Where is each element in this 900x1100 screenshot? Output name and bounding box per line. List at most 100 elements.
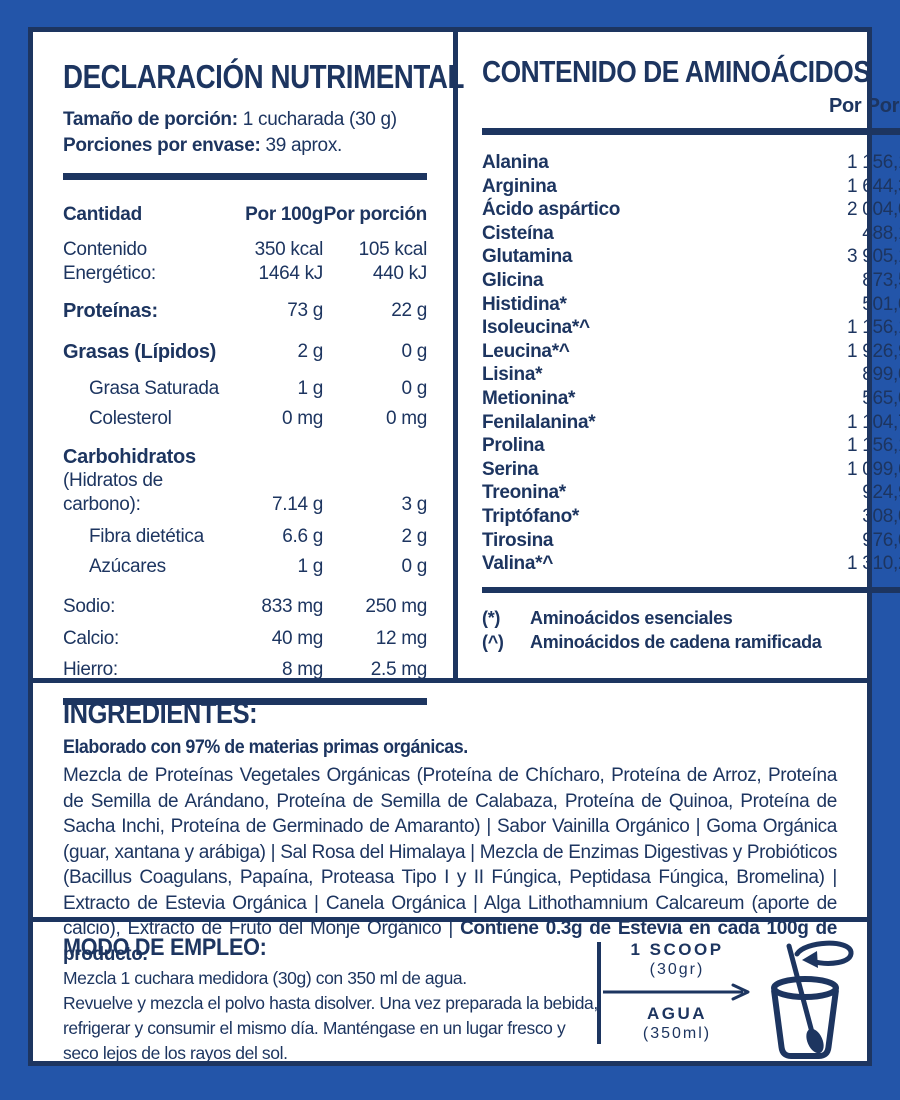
nutrient-label: Carbohidratos (Hidratos de carbono):	[63, 445, 231, 517]
amino-panel: CONTENIDO DE AMINOÁCIDOS Por Porción Ala…	[458, 32, 900, 678]
water-label: AGUA	[646, 1004, 708, 1023]
amino-row: Valina*^ 1 310,2 mg	[482, 552, 900, 576]
amino-value: 1 099,6 mg	[846, 458, 900, 480]
amino-name: Fenilalanina*	[482, 411, 596, 433]
amino-row: Metionina* 565,0 mg	[482, 387, 900, 411]
label-sheet: DECLARACIÓN NUTRIMENTAL Tamaño de porció…	[28, 27, 900, 1066]
divider-bar	[482, 128, 900, 135]
usage-divider	[597, 942, 601, 1044]
col-amount: Cantidad	[63, 204, 142, 225]
amino-footnote: (^) Aminoácidos de cadena ramificada	[482, 630, 900, 654]
amino-name: Lisina*	[482, 364, 543, 386]
amino-row: Glicina 873,5 mg	[482, 269, 900, 293]
amino-value: 924,9 mg	[862, 482, 900, 504]
footnote-mark: (^)	[482, 631, 504, 652]
value-per-portion: 3 g	[401, 494, 427, 515]
value-per-portion: 22 g	[391, 300, 427, 321]
value-per-100g: 40 mg	[271, 628, 324, 649]
servings-value: 39 aprox.	[260, 135, 342, 156]
amino-row: Glutamina 3 905,1 mg	[482, 245, 900, 269]
right-arrow-icon	[603, 983, 750, 1001]
horizontal-divider	[33, 678, 867, 683]
water-amount: (350ml)	[642, 1025, 712, 1042]
value-per-100g: 350 kcal 1464 kJ	[254, 239, 324, 284]
ingredients-stevia-note: Contiene 0.3g de Estevia en cada 100g de…	[63, 918, 837, 965]
value-per-100g: 833 mg	[261, 596, 323, 617]
col-per100: Por 100g	[245, 204, 323, 225]
amino-row: Arginina 1 644,3 mg	[482, 175, 900, 199]
value-per-portion: 2.5 mg	[370, 659, 428, 680]
divider-bar	[482, 586, 900, 593]
amino-value: 1 310,2 mg	[846, 553, 900, 575]
amino-name: Isoleucina*^	[482, 317, 590, 339]
value-per-100g: 8 mg	[281, 659, 323, 680]
nutrition-panel: DECLARACIÓN NUTRIMENTAL Tamaño de porció…	[33, 32, 464, 705]
amino-value: 873,5 mg	[862, 269, 900, 291]
footnote-text: Aminoácidos de cadena ramificada	[530, 631, 822, 652]
footnote-text: Aminoácidos esenciales	[530, 607, 733, 628]
nutrient-label: Colesterol	[89, 408, 172, 429]
amino-footnote: (*) Aminoácidos esenciales	[482, 606, 900, 630]
amino-name: Histidina*	[482, 293, 567, 315]
nutrition-row: Grasas (Lípidos) 2 g 0 g	[63, 340, 427, 364]
value-per-portion: 250 mg	[365, 596, 427, 617]
vertical-divider	[453, 32, 458, 678]
amino-name: Triptófano*	[482, 505, 579, 527]
scoop-label: 1 SCOOP	[630, 940, 724, 959]
nutrient-label: Sodio:	[63, 596, 116, 617]
nutrient-label: Calcio:	[63, 628, 119, 649]
value-per-portion: 0 g	[401, 556, 427, 577]
nutrient-label: Hierro:	[63, 659, 118, 680]
amino-value: 488,1 mg	[862, 222, 900, 244]
nutrition-row: Proteínas: 73 g 22 g	[63, 299, 427, 323]
value-per-portion: 0 g	[401, 341, 427, 362]
amino-row: Tirosina 976,0 mg	[482, 529, 900, 553]
amino-name: Valina*^	[482, 553, 554, 575]
amino-name: Leucina*^	[482, 340, 570, 362]
amino-row: Histidina* 501,0 mg	[482, 293, 900, 317]
amino-value: 1 104,7 mg	[846, 411, 900, 433]
ingredients-title: INGREDIENTES:	[63, 697, 258, 730]
amino-name: Glutamina	[482, 246, 573, 268]
amino-row: Alanina 1 156,1 mg	[482, 151, 900, 175]
amino-row: Prolina 1 156,1 mg	[482, 434, 900, 458]
amino-row: Triptófano* 308,0 mg	[482, 505, 900, 529]
value-per-100g: 2 g	[297, 341, 323, 362]
nutrition-title: DECLARACIÓN NUTRIMENTAL	[63, 58, 464, 95]
ingredients-body: Mezcla de Proteínas Vegetales Orgánicas …	[63, 763, 837, 967]
amino-name: Arginina	[482, 175, 557, 197]
amino-name: Glicina	[482, 269, 544, 291]
value-per-portion: 2 g	[401, 526, 427, 547]
amino-row: Leucina*^ 1 926,9 mg	[482, 340, 900, 364]
servings-per-container-line: Porciones por envase: 39 aprox.	[63, 134, 427, 158]
nutrient-label: Fibra dietética	[89, 526, 204, 547]
amino-row: Isoleucina*^ 1 156,1 mg	[482, 316, 900, 340]
amino-row: Serina 1 099,6 mg	[482, 458, 900, 482]
horizontal-divider	[33, 917, 867, 922]
nutrient-label: Contenido Energético:	[63, 239, 156, 284]
nutrient-label: Azúcares	[89, 556, 166, 577]
amino-name: Prolina	[482, 435, 545, 457]
nutrition-row: Carbohidratos (Hidratos de carbono): 7.14 …	[63, 445, 427, 517]
servings-label: Porciones por envase:	[63, 135, 261, 156]
ingredients-section: INGREDIENTES: Elaborado con 97% de mater…	[33, 683, 867, 965]
value-per-100g: 1 g	[297, 556, 323, 577]
amino-title: CONTENIDO DE AMINOÁCIDOS	[482, 54, 871, 89]
amino-value: 1 926,9 mg	[846, 340, 900, 362]
top-section: DECLARACIÓN NUTRIMENTAL Tamaño de porció…	[33, 32, 900, 705]
value-per-100g: 73 g	[287, 300, 323, 321]
scoop-amount: (30gr)	[649, 961, 705, 978]
amino-name: Metionina*	[482, 387, 576, 409]
usage-line: Mezcla 1 cuchara medidora (30g) con 350 …	[63, 968, 467, 988]
amino-row: Ácido aspártico 2 004,0 mg	[482, 198, 900, 222]
nutrient-label: Proteínas:	[63, 300, 158, 322]
amino-row: Cisteína 488,1 mg	[482, 222, 900, 246]
nutrient-sublabel: (Hidratos de carbono):	[63, 470, 163, 515]
value-per-100g: 1 g	[297, 378, 323, 399]
nutrition-row: Calcio: 40 mg 12 mg	[63, 627, 427, 651]
serving-size-line: Tamaño de porción: 1 cucharada (30 g)	[63, 108, 427, 132]
nutrition-table-body: Contenido Energético: 350 kcal 1464 kJ 105 …	[63, 238, 427, 682]
amino-value: 1 156,1 mg	[846, 152, 900, 173]
amino-value: 1 644,3 mg	[846, 175, 900, 197]
